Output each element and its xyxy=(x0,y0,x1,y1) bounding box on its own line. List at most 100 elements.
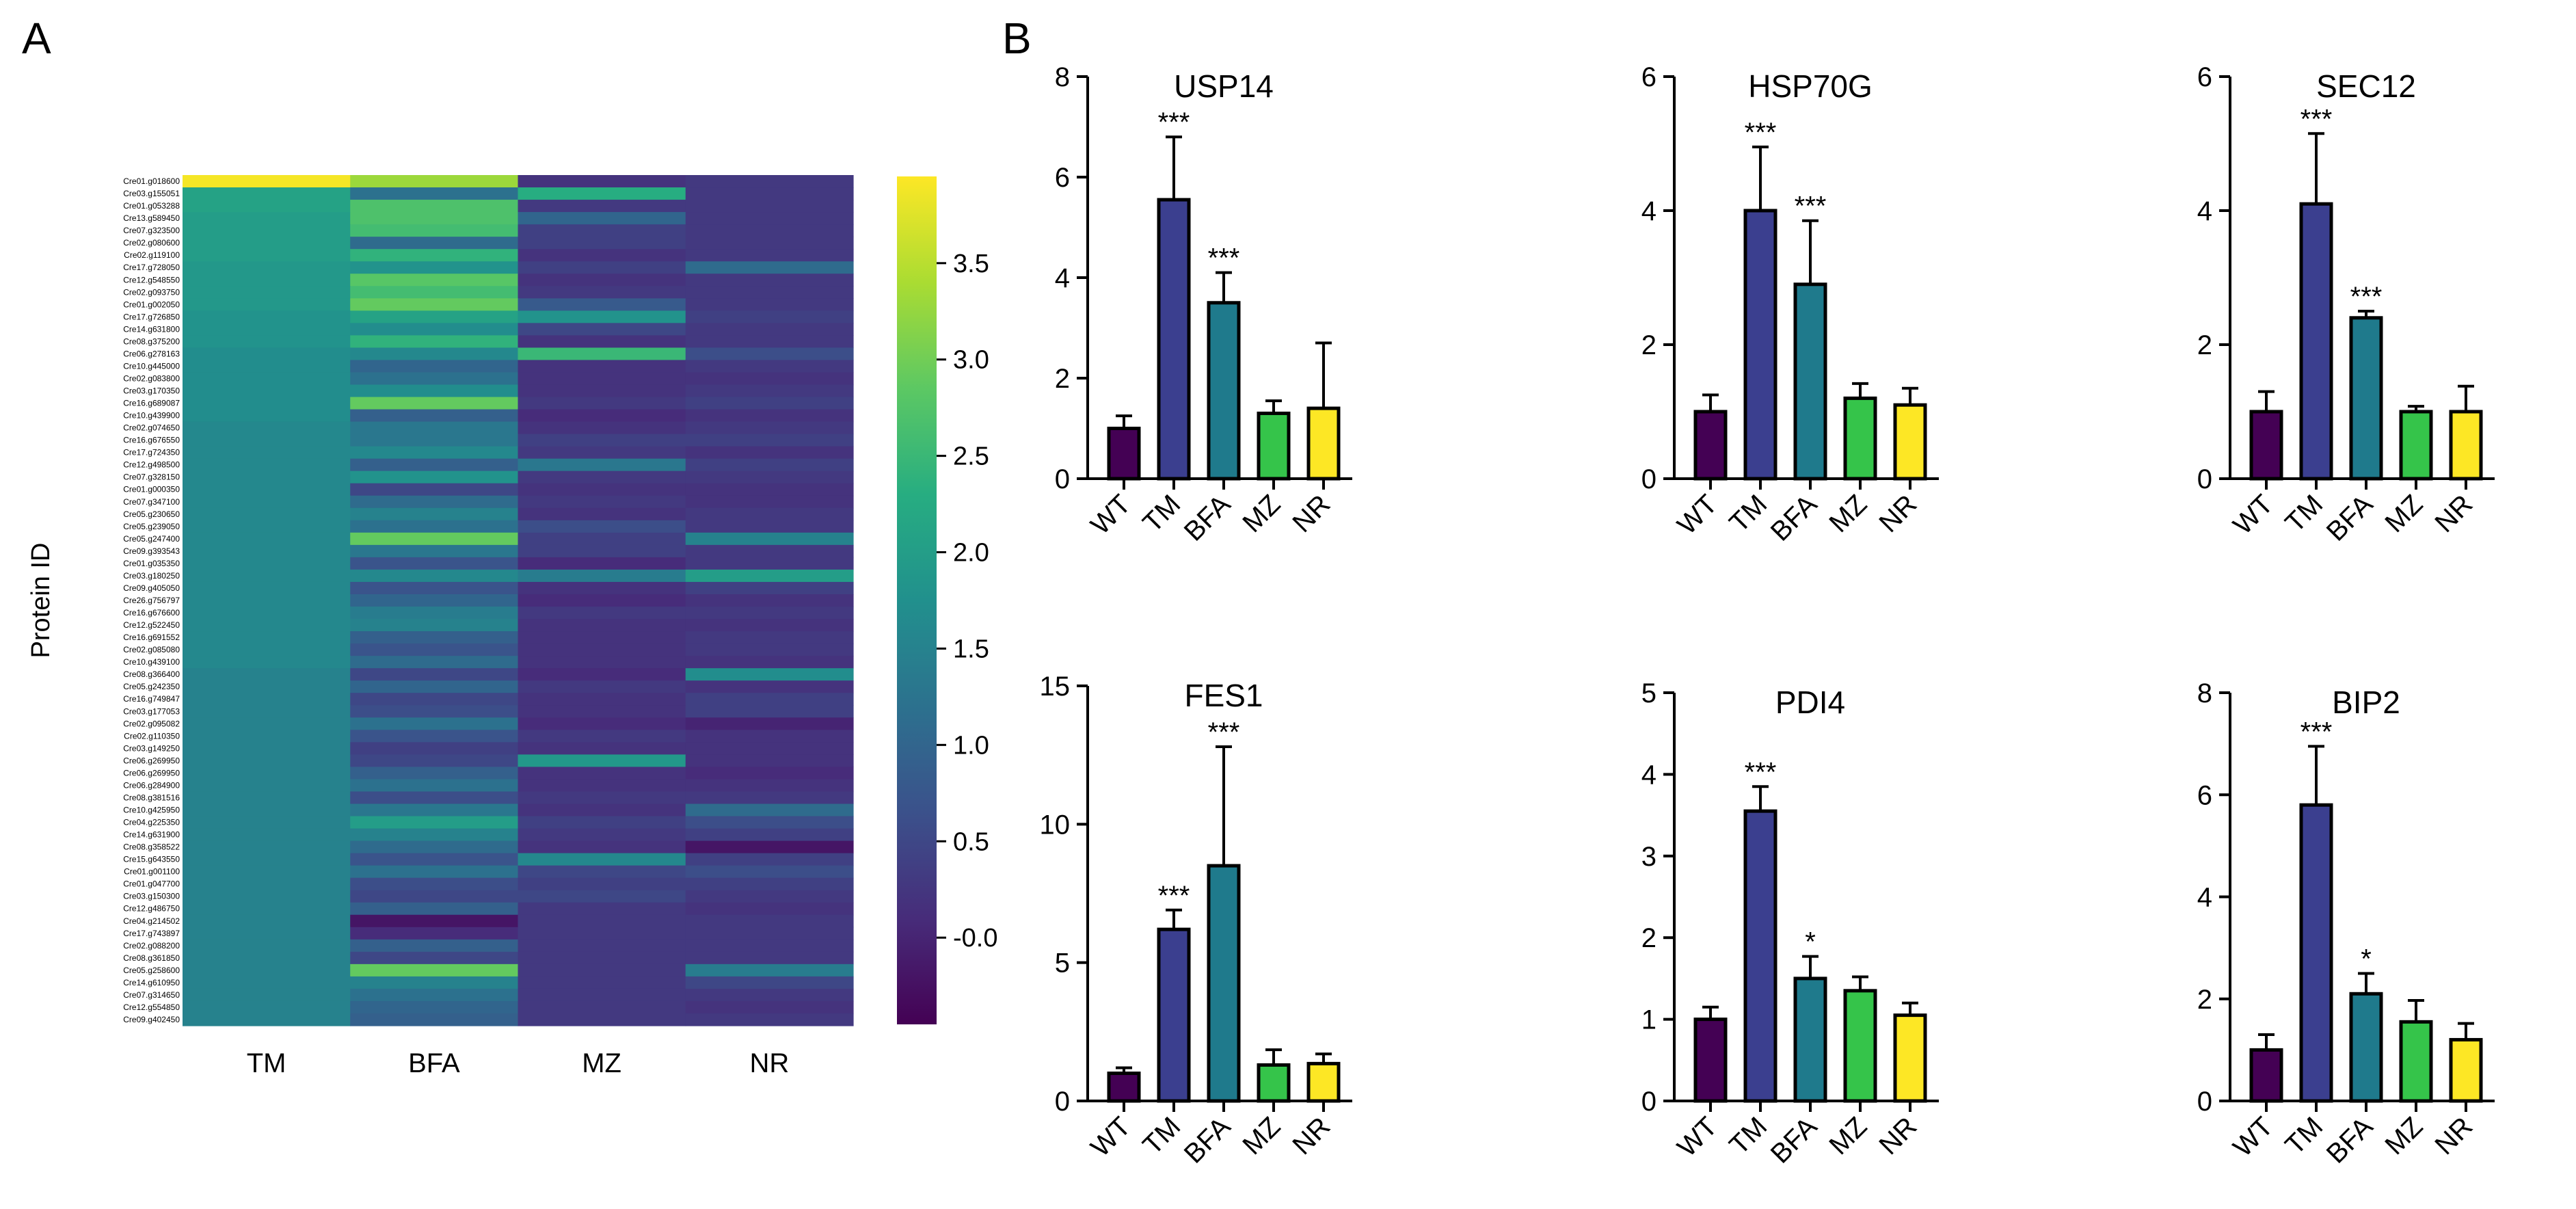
heatmap-cell xyxy=(183,581,351,595)
bar-tm xyxy=(1743,209,1777,481)
heatmap-row-label: Cre16.g676600 xyxy=(123,608,180,617)
y-tick-label: 1 xyxy=(1641,1005,1656,1035)
colorbar-tick-label: 1.5 xyxy=(953,635,989,663)
heatmap-row-label: Cre02.g080600 xyxy=(123,238,180,248)
heatmap-cell xyxy=(518,865,686,879)
heatmap-cell xyxy=(183,507,351,521)
heatmap-cell xyxy=(350,175,519,188)
heatmap-cell xyxy=(183,212,351,225)
heatmap-cell xyxy=(685,212,854,225)
heatmap-cell xyxy=(183,237,351,250)
heatmap-cell xyxy=(685,557,854,570)
heatmap-cell xyxy=(183,421,351,435)
chart-title: USP14 xyxy=(1174,68,1274,104)
heatmap-cell xyxy=(518,779,686,793)
heatmap-row-label: Cre01.g053288 xyxy=(123,201,180,211)
bar-chart-sec12: 0 2 4 6 SEC12 WT *** TM *** BFA MZ NR xyxy=(2197,62,2495,547)
y-tick-label: 2 xyxy=(2197,985,2212,1015)
heatmap-cell xyxy=(685,840,854,854)
x-tick-label: BFA xyxy=(2321,489,2379,547)
heatmap-cell xyxy=(350,705,519,718)
significance-label: *** xyxy=(2350,282,2383,312)
heatmap-cell xyxy=(350,730,519,743)
heatmap-cell xyxy=(350,668,519,681)
heatmap-cell xyxy=(183,1000,351,1014)
heatmap-cell xyxy=(183,877,351,891)
heatmap-row-label: Cre02.g088200 xyxy=(123,941,180,951)
heatmap-cell xyxy=(685,323,854,336)
bar-chart-fes1: 0 5 10 15 FES1 WT *** TM *** BFA MZ NR xyxy=(1040,672,1352,1169)
heatmap-cell xyxy=(183,470,351,484)
y-tick-label: 15 xyxy=(1040,672,1071,702)
heatmap-row-label: Cre07.g323500 xyxy=(123,226,180,235)
heatmap-cell xyxy=(518,237,686,250)
heatmap-cell xyxy=(685,643,854,656)
heatmap-cell xyxy=(685,865,854,879)
heatmap-cell xyxy=(350,976,519,989)
heatmap-cell xyxy=(518,853,686,866)
heatmap-cell xyxy=(183,717,351,730)
heatmap-cell xyxy=(350,1000,519,1014)
heatmap-cell xyxy=(685,224,854,237)
heatmap-cell xyxy=(183,964,351,977)
bar-wt xyxy=(1107,1072,1141,1103)
heatmap-row-label: Cre03.g177053 xyxy=(123,706,180,716)
y-tick-label: 0 xyxy=(2197,464,2212,494)
heatmap-cell xyxy=(350,840,519,854)
heatmap-cell xyxy=(518,310,686,323)
heatmap-cell xyxy=(518,791,686,805)
bar-bfa xyxy=(2349,992,2383,1103)
heatmap-cell xyxy=(183,224,351,237)
x-tick-label: WT xyxy=(2227,1111,2279,1162)
heatmap-cell xyxy=(685,569,854,583)
y-tick-label: 0 xyxy=(1641,1087,1656,1117)
heatmap-cell xyxy=(518,569,686,583)
heatmap-cell xyxy=(685,237,854,250)
heatmap-cell xyxy=(183,840,351,854)
heatmap-cell xyxy=(518,643,686,656)
heatmap-row-label: Cre04.g214502 xyxy=(123,916,180,926)
heatmap-row-label: Cre16.g676550 xyxy=(123,436,180,445)
heatmap-cell xyxy=(518,754,686,767)
heatmap-cell xyxy=(350,421,519,435)
heatmap-cell xyxy=(685,544,854,558)
colorbar-tick-label: 0.5 xyxy=(953,827,989,856)
significance-label: *** xyxy=(2300,717,2333,747)
heatmap-cell xyxy=(350,286,519,299)
heatmap-cell xyxy=(183,372,351,386)
heatmap-cell xyxy=(685,286,854,299)
bar-bfa xyxy=(2349,316,2383,481)
bar-nr xyxy=(1306,1061,1341,1103)
heatmap-cell xyxy=(685,976,854,989)
significance-label: * xyxy=(1805,927,1816,957)
heatmap-column-label: NR xyxy=(749,1048,789,1078)
heatmap-cell xyxy=(350,520,519,533)
x-tick-label: BFA xyxy=(1765,1111,1823,1169)
heatmap-cell xyxy=(350,951,519,965)
heatmap-cell xyxy=(518,668,686,681)
heatmap-row-label: Cre15.g643550 xyxy=(123,855,180,864)
heatmap-cell xyxy=(183,619,351,632)
heatmap-cell xyxy=(518,372,686,386)
heatmap-cell xyxy=(183,853,351,866)
bar-nr xyxy=(2449,410,2483,481)
y-tick-label: 0 xyxy=(1055,464,1070,494)
chart-title: HSP70G xyxy=(1748,68,1873,104)
heatmap-cell xyxy=(350,187,519,200)
heatmap-cell xyxy=(685,939,854,953)
bar-mz xyxy=(1257,1063,1291,1103)
heatmap-cell xyxy=(685,607,854,620)
bar-mz xyxy=(2399,1020,2433,1103)
y-tick-label: 0 xyxy=(1641,464,1656,494)
heatmap-cell xyxy=(518,520,686,533)
heatmap-cell xyxy=(518,914,686,928)
heatmap-row-label: Cre10.g439900 xyxy=(123,411,180,421)
heatmap-row-label: Cre01.g018600 xyxy=(123,176,180,186)
heatmap-cell xyxy=(183,483,351,496)
heatmap-cell xyxy=(183,803,351,817)
heatmap-cell xyxy=(518,939,686,953)
heatmap-cell xyxy=(350,224,519,237)
heatmap-cell xyxy=(183,175,351,188)
heatmap-cell xyxy=(685,902,854,916)
